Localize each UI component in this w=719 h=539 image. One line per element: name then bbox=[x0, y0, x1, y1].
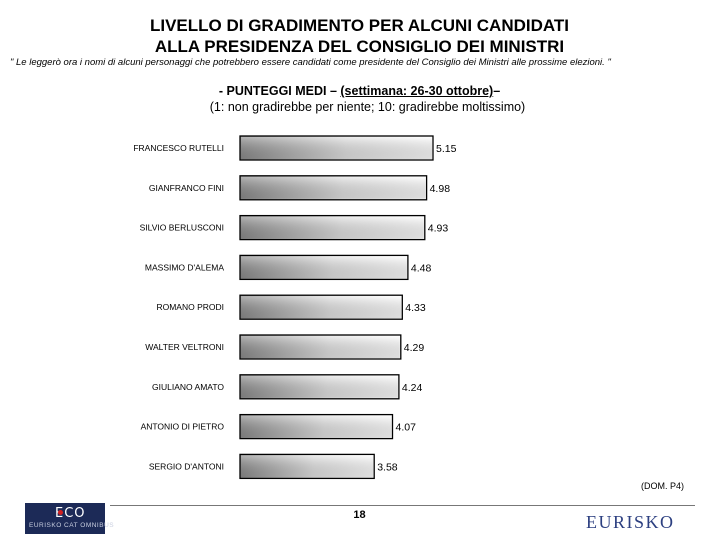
source-note: (DOM. P4) bbox=[641, 481, 685, 491]
category-label: MASSIMO D'ALEMA bbox=[145, 262, 224, 272]
value-label: 4.48 bbox=[411, 262, 432, 274]
bar-shading bbox=[241, 176, 426, 199]
value-label: 4.07 bbox=[396, 422, 417, 434]
category-label: SILVIO BERLUSCONI bbox=[140, 223, 224, 233]
category-label: GIANFRANCO FINI bbox=[149, 183, 224, 193]
bar-shading bbox=[241, 415, 392, 438]
category-label: GIULIANO AMATO bbox=[152, 382, 224, 392]
eco-logo-subtext: EURISKO CAT OMNIBUS bbox=[29, 522, 115, 529]
value-label: 4.98 bbox=[430, 183, 451, 195]
category-label: FRANCESCO RUTELLI bbox=[133, 143, 224, 153]
value-label: 5.15 bbox=[436, 143, 457, 155]
category-label: WALTER VELTRONI bbox=[145, 342, 224, 352]
subtitle-suffix: – bbox=[493, 84, 501, 98]
value-label: 4.33 bbox=[405, 302, 426, 314]
eco-logo-text: ECO bbox=[55, 506, 86, 521]
chart-subtitle: - PUNTEGGI MEDI – (settimana: 26-30 otto… bbox=[0, 84, 719, 98]
chart-title-line1: LIVELLO DI GRADIMENTO PER ALCUNI CANDIDA… bbox=[149, 16, 569, 35]
subtitle-prefix: - PUNTEGGI MEDI – bbox=[218, 84, 341, 98]
bars-layer: FRANCESCO RUTELLI 5.15 GIANFRANCO FINI 4.98… bbox=[133, 135, 457, 480]
value-label: 4.93 bbox=[428, 223, 449, 235]
value-label: 3.58 bbox=[377, 461, 398, 473]
category-label: SERGIO D'ANTONI bbox=[149, 461, 224, 471]
chart-title-line2: ALLA PRESIDENZA DEL CONSIGLIO DEI MINIST… bbox=[154, 37, 565, 56]
scale-note: (1: non gradirebbe per niente; 10: gradi… bbox=[209, 100, 526, 114]
category-label: ANTONIO DI PIETRO bbox=[141, 422, 225, 432]
question-note: " Le leggerò ora i nomi di alcuni person… bbox=[10, 57, 611, 68]
bar-shading bbox=[241, 216, 424, 239]
bar-shading bbox=[241, 336, 400, 358]
eco-logo-dot-icon bbox=[58, 510, 63, 515]
bar-shading bbox=[241, 137, 432, 159]
page-number: 18 bbox=[353, 509, 366, 521]
bar-shading bbox=[241, 455, 374, 478]
subtitle-week: (settimana: 26-30 ottobre) bbox=[340, 84, 494, 98]
bar-shading bbox=[241, 296, 402, 319]
value-label: 4.29 bbox=[404, 342, 425, 354]
value-label: 4.24 bbox=[402, 382, 423, 394]
bar-shading bbox=[241, 375, 398, 398]
footer-divider bbox=[110, 505, 695, 506]
eco-logo: ECO EURISKO CAT OMNIBUS bbox=[25, 503, 115, 534]
eurisko-logo: EURISKO bbox=[586, 512, 675, 532]
bar-shading bbox=[241, 256, 407, 279]
category-label: ROMANO PRODI bbox=[156, 302, 224, 312]
